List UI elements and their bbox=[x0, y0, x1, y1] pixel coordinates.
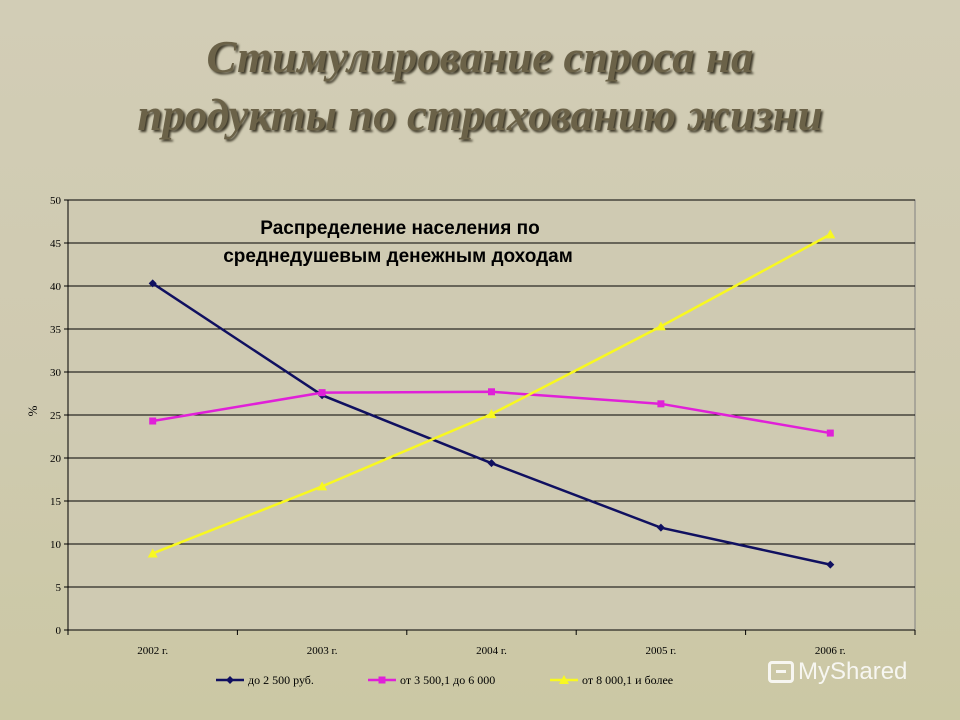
legend-swatch-marker bbox=[226, 676, 234, 684]
series-3-point bbox=[147, 548, 158, 558]
series-1-point bbox=[487, 459, 496, 468]
legend-label: до 2 500 руб. bbox=[248, 673, 314, 687]
y-axis-label: % bbox=[25, 405, 40, 416]
x-tick-label: 2005 г. bbox=[646, 645, 677, 657]
chart-title-line-1: Распределение населения по bbox=[260, 218, 539, 239]
series-3 bbox=[147, 229, 836, 558]
y-tick-label: 40 bbox=[50, 281, 62, 293]
series-2-point bbox=[657, 400, 665, 408]
legend-swatch-marker bbox=[378, 676, 386, 684]
series-3-point bbox=[825, 229, 836, 239]
y-tick-label: 50 bbox=[50, 195, 62, 207]
y-tick-label: 20 bbox=[50, 453, 62, 465]
x-tick-label: 2004 г. bbox=[476, 645, 507, 657]
x-tick-label: 2006 г. bbox=[815, 645, 846, 657]
legend-item-2: от 3 500,1 до 6 000 bbox=[368, 673, 495, 687]
series-1 bbox=[148, 279, 835, 569]
x-axis: 2002 г. 2003 г. 2004 г. 2005 г. 2006 г. bbox=[67, 629, 916, 657]
grid-lines bbox=[68, 199, 915, 588]
series-3-point bbox=[317, 481, 328, 491]
watermark-text: MyShared bbox=[798, 658, 908, 685]
series-2 bbox=[149, 388, 834, 437]
series-2-point bbox=[149, 417, 157, 425]
series-3-point bbox=[655, 321, 666, 331]
watermark: MyShared bbox=[768, 658, 907, 686]
slide-title: Стимулирование спроса на продукты по стр… bbox=[0, 28, 960, 144]
x-tick-label: 2002 г. bbox=[137, 645, 168, 657]
series-2-point bbox=[488, 388, 495, 396]
y-tick-label: 45 bbox=[50, 238, 62, 250]
y-tick-label: 15 bbox=[50, 496, 62, 508]
y-tick-label: 10 bbox=[50, 539, 62, 551]
series-1-point bbox=[826, 560, 835, 569]
chart-title-line-2: среднедушевым денежным доходам bbox=[223, 246, 573, 267]
series-2-point bbox=[318, 389, 326, 397]
legend-label: от 8 000,1 и более bbox=[582, 673, 673, 687]
y-tick-label: 30 bbox=[50, 367, 62, 379]
y-tick-label: 35 bbox=[50, 324, 62, 336]
y-tick-label: 5 bbox=[56, 582, 62, 594]
series-1-point bbox=[656, 523, 665, 532]
legend-label: от 3 500,1 до 6 000 bbox=[400, 673, 495, 687]
series-3-point bbox=[486, 409, 497, 419]
legend: до 2 500 руб. от 3 500,1 до 6 000 от 8 000… bbox=[216, 673, 673, 687]
legend-item-1: до 2 500 руб. bbox=[216, 673, 314, 687]
series-layer bbox=[147, 229, 836, 569]
slide-title-line-1: Стимулирование спроса на bbox=[206, 32, 754, 82]
y-tick-label: 0 bbox=[56, 625, 62, 637]
series-1-point bbox=[148, 279, 157, 288]
slide-title-line-2: продукты по страхованию жизни bbox=[137, 90, 823, 140]
legend-item-3: от 8 000,1 и более bbox=[550, 673, 673, 687]
legend-swatch-marker bbox=[559, 675, 569, 684]
presentation-icon bbox=[768, 661, 794, 683]
y-tick-label: 25 bbox=[50, 410, 62, 422]
y-axis: 0 5 10 15 20 25 30 35 40 45 50 bbox=[50, 195, 69, 637]
x-tick-label: 2003 г. bbox=[307, 645, 338, 657]
series-2-point bbox=[826, 429, 834, 437]
